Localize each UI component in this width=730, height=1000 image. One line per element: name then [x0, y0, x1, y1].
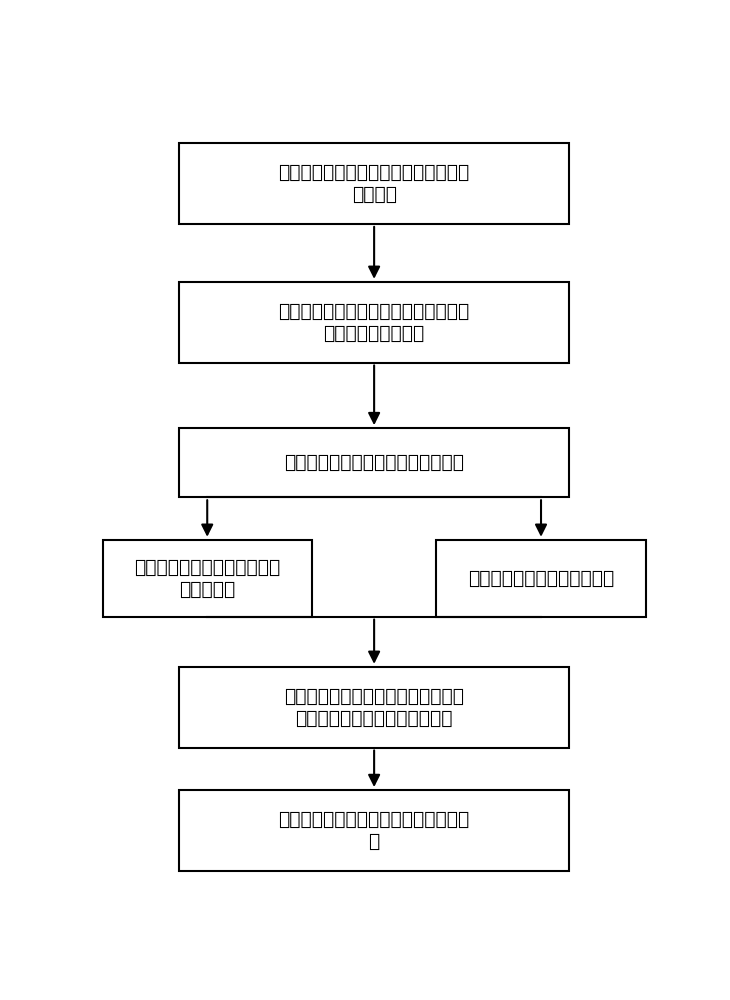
- Text: 分析高温区钢液翻滚剧烈程度: 分析高温区钢液翻滚剧烈程度: [468, 569, 614, 588]
- Text: 利用图象处理对所属热像图进行分区: 利用图象处理对所属热像图进行分区: [284, 453, 464, 472]
- Text: 控制电控箱，实现对气体阀门的智能控
制: 控制电控箱，实现对气体阀门的智能控 制: [279, 810, 469, 851]
- FancyBboxPatch shape: [437, 540, 645, 617]
- FancyBboxPatch shape: [179, 428, 569, 497]
- FancyBboxPatch shape: [179, 667, 569, 748]
- FancyBboxPatch shape: [179, 282, 569, 363]
- FancyBboxPatch shape: [179, 790, 569, 871]
- Text: 数据传输，将红外热像单元采集的热像
数据传输到系统主机: 数据传输，将红外热像单元采集的热像 数据传输到系统主机: [279, 302, 469, 343]
- FancyBboxPatch shape: [179, 143, 569, 224]
- Text: 现场采集钢包内高温熔液表面红外温度
成像数据: 现场采集钢包内高温熔液表面红外温度 成像数据: [279, 163, 469, 204]
- Text: 通过模糊控制方法，建立底吹控制模
型，得到控制流量的负反馈闭环: 通过模糊控制方法，建立底吹控制模 型，得到控制流量的负反馈闭环: [284, 687, 464, 728]
- Text: 计算高温区面积、最高温度、
平均温度等: 计算高温区面积、最高温度、 平均温度等: [134, 558, 280, 599]
- FancyBboxPatch shape: [102, 540, 312, 617]
